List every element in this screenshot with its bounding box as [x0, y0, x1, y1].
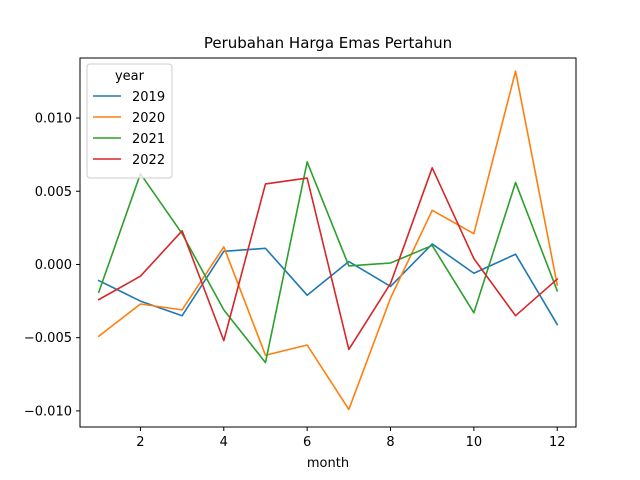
series-line-2022 [97, 167, 559, 351]
x-tick-label: 4 [220, 435, 228, 450]
y-tick-label: 0.010 [35, 112, 72, 127]
series-line-2020 [97, 70, 559, 411]
x-tick-label: 10 [466, 435, 483, 450]
legend: year 2019 2020 2021 2022 [86, 63, 173, 179]
axes: 2 4 6 8 10 12 −0.010 −0.005 0.000 0.005 0.010 [24, 57, 577, 450]
legend-label-2021: 2021 [132, 132, 165, 147]
legend-title: year [115, 69, 145, 84]
y-tick-label: 0.000 [35, 258, 72, 273]
legend-label-2022: 2022 [132, 153, 165, 168]
x-axis-title: month [307, 456, 349, 471]
y-tick-label: 0.005 [35, 185, 72, 200]
plot-frame [79, 57, 577, 428]
x-tick-label: 6 [303, 435, 311, 450]
series-lines [97, 70, 559, 411]
legend-label-2019: 2019 [132, 90, 165, 105]
legend-label-2020: 2020 [132, 111, 165, 126]
x-tick-label: 12 [549, 435, 566, 450]
y-tick-label: −0.005 [24, 331, 72, 346]
legend-box [86, 63, 173, 179]
chart-title: Perubahan Harga Emas Pertahun [204, 34, 452, 52]
series-line-2021 [97, 161, 559, 364]
x-tick-label: 2 [136, 435, 144, 450]
x-tick-label: 8 [386, 435, 394, 450]
y-tick-label: −0.010 [24, 404, 72, 419]
series-line-2019 [97, 243, 559, 326]
